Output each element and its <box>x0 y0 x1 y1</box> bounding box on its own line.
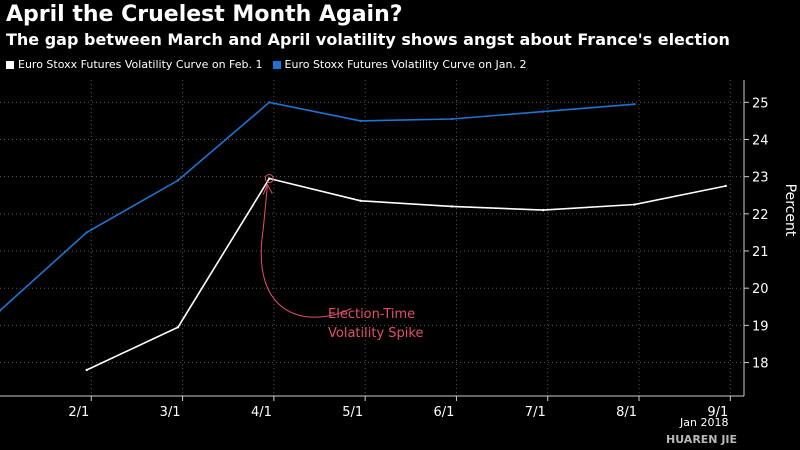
y-tick-label: 19 <box>752 319 769 334</box>
data-point <box>724 184 727 188</box>
chart-subtitle: The gap between March and April volatili… <box>6 30 730 49</box>
series-line-1 <box>0 101 635 312</box>
y-tick-label: 18 <box>752 357 769 372</box>
data-point <box>541 208 545 212</box>
annotation-text-line: Election-Time <box>328 307 415 322</box>
data-point <box>633 102 636 106</box>
data-point <box>0 309 2 312</box>
x-tick-label: 6/1 <box>434 405 455 420</box>
y-tick-label: 24 <box>752 133 769 148</box>
data-point <box>450 205 454 208</box>
chart-title: April the Cruelest Month Again? <box>6 2 403 27</box>
y-tick-label: 23 <box>752 171 769 186</box>
x-tick-label: 3/1 <box>160 405 181 420</box>
watermark: HUAREN JIE <box>666 433 737 446</box>
legend: Euro Stoxx Futures Volatility Curve on F… <box>6 58 527 71</box>
annotation-arrow <box>260 186 352 318</box>
series-line-0 <box>86 177 726 371</box>
data-point <box>176 326 180 329</box>
annotation-layer: Election-Time Volatility Spike <box>260 174 423 341</box>
y-tick-label: 22 <box>752 208 769 223</box>
annotation-arrowhead <box>262 183 273 195</box>
data-point <box>359 199 362 203</box>
data-point <box>633 203 636 206</box>
x-tick-label: 7/1 <box>525 405 546 420</box>
data-point <box>85 368 88 372</box>
data-point <box>359 119 362 123</box>
y-tick-label: 21 <box>752 245 769 260</box>
x-tick-label: 2/1 <box>68 405 89 420</box>
y-axis-label: Percent <box>782 184 798 237</box>
legend-label-feb: Euro Stoxx Futures Volatility Curve on F… <box>18 58 263 71</box>
y-tick-label: 25 <box>752 96 769 111</box>
x-tick-label: 4/1 <box>251 405 272 420</box>
legend-label-jan: Euro Stoxx Futures Volatility Curve on J… <box>284 58 527 71</box>
legend-item-feb: Euro Stoxx Futures Volatility Curve on F… <box>6 58 263 71</box>
grid-layer <box>0 80 744 396</box>
legend-swatch-feb <box>6 60 14 69</box>
data-point <box>268 101 271 104</box>
series-layer <box>0 101 727 372</box>
data-point <box>541 110 545 113</box>
x-tick-label: 8/1 <box>616 405 637 420</box>
date-label: Jan 2018 <box>679 416 728 429</box>
data-point <box>85 231 88 234</box>
legend-item-jan: Euro Stoxx Futures Volatility Curve on J… <box>272 58 527 71</box>
legend-swatch-jan <box>272 60 281 69</box>
annotation-marker <box>264 174 274 184</box>
axis-layer: 18 19 20 21 22 23 24 25 2/1 3/1 4/1 5/1 6/1 7/1 8/1 9/1 <box>0 80 769 420</box>
x-tick-label: 5/1 <box>342 405 363 420</box>
data-point <box>450 117 454 121</box>
data-point <box>268 177 271 180</box>
x-tick-label: 9/1 <box>707 405 728 420</box>
data-point <box>176 179 180 182</box>
y-tick-label: 20 <box>752 282 769 297</box>
annotation-text-line: Volatility Spike <box>328 326 423 341</box>
